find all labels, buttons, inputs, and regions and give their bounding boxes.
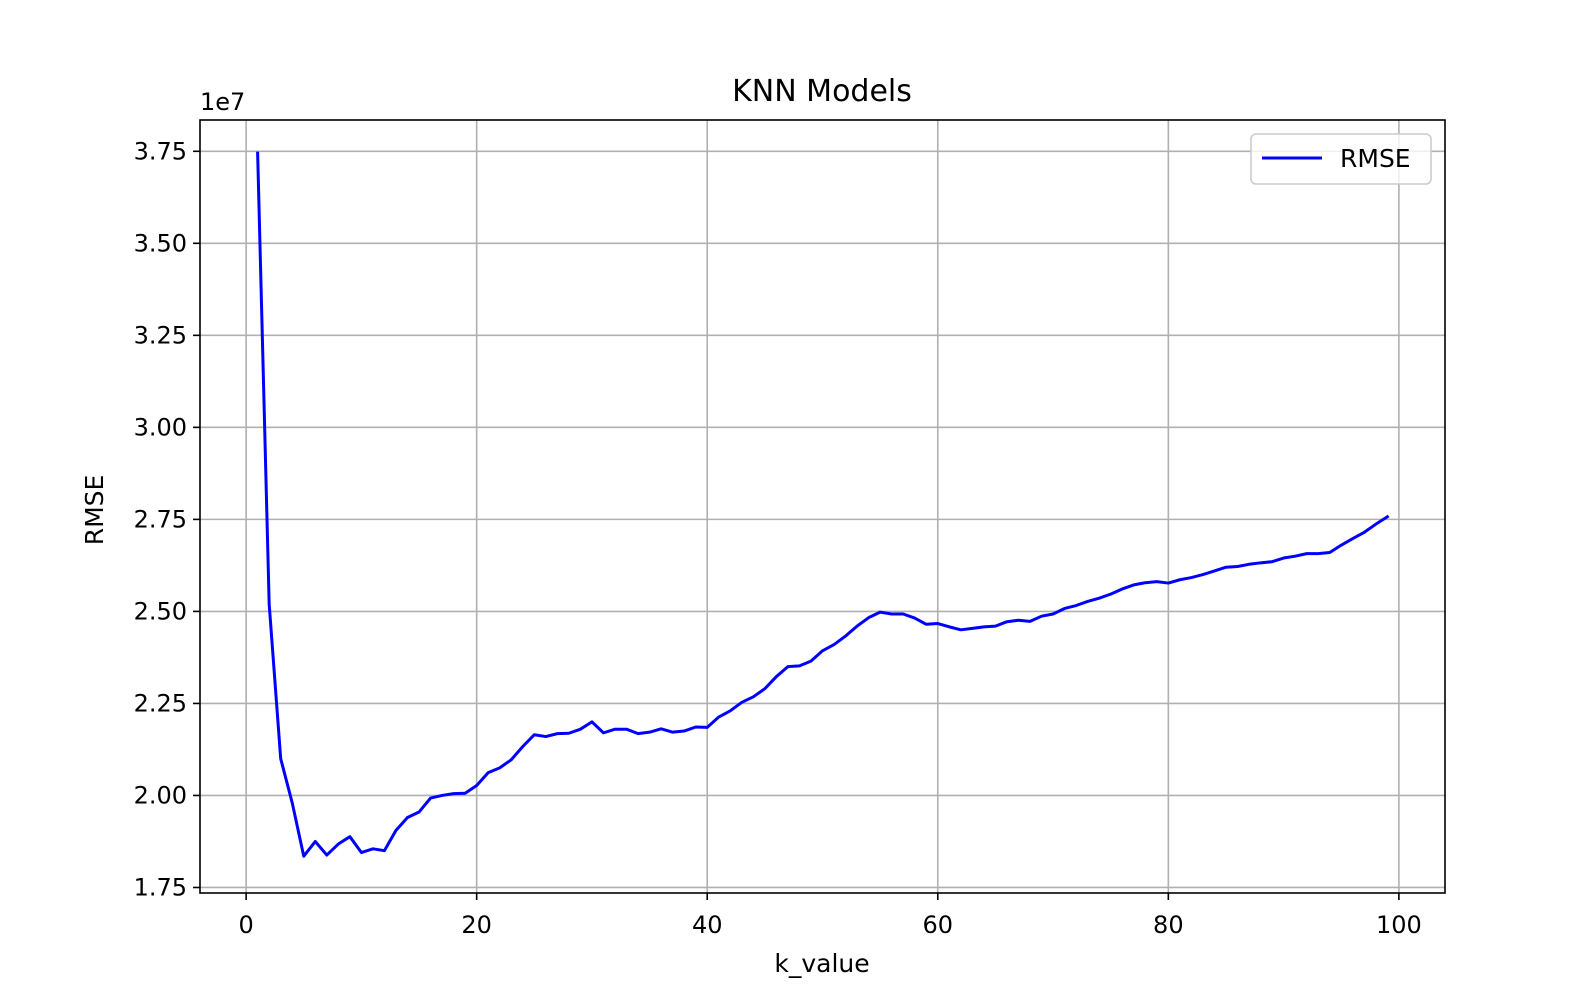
y-axis-offset-text: 1e7 bbox=[200, 88, 245, 116]
x-tick-label: 100 bbox=[1376, 911, 1422, 939]
legend: RMSE bbox=[1250, 133, 1432, 185]
plot-frame bbox=[199, 119, 1446, 894]
axis-ticks: 0 20 40 60 80 100 1.75 2.00 2.25 2.50 2.75 3.00 3.25… bbox=[134, 137, 1422, 939]
y-tick-label: 1.75 bbox=[134, 873, 187, 901]
y-axis-label: RMSE bbox=[80, 475, 109, 546]
x-tick-label: 80 bbox=[1153, 911, 1184, 939]
y-tick-label: 2.00 bbox=[134, 781, 187, 809]
y-tick-label: 2.25 bbox=[134, 689, 187, 717]
chart-title: KNN Models bbox=[732, 74, 912, 109]
legend-label: RMSE bbox=[1340, 144, 1411, 173]
y-tick-label: 3.50 bbox=[134, 229, 187, 257]
series-line-rmse bbox=[256, 151, 1390, 858]
x-tick-label: 60 bbox=[923, 911, 954, 939]
legend-box bbox=[1250, 133, 1432, 185]
x-tick-label: 0 bbox=[238, 911, 253, 939]
y-tick-label: 3.25 bbox=[134, 321, 187, 349]
series-layer bbox=[256, 151, 1390, 858]
grid bbox=[200, 120, 1445, 893]
x-tick-label: 20 bbox=[461, 911, 492, 939]
y-tick-label: 2.50 bbox=[134, 597, 187, 625]
x-tick-label: 40 bbox=[692, 911, 723, 939]
y-tick-label: 3.75 bbox=[134, 137, 187, 165]
x-axis-label: k_value bbox=[774, 949, 869, 978]
y-tick-label: 2.75 bbox=[134, 505, 187, 533]
y-tick-label: 3.00 bbox=[134, 413, 187, 441]
